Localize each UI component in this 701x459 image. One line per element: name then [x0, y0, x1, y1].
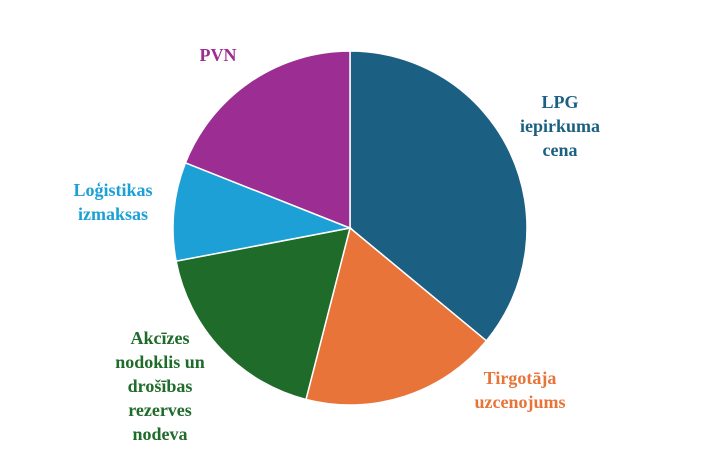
label-line: uzcenojums — [475, 392, 566, 412]
label-line: nodoklis un — [115, 352, 205, 372]
label-line: Akcīzes — [131, 328, 190, 348]
label-line: drošības — [128, 376, 193, 396]
label-line: LPG — [541, 92, 578, 112]
pie-slice — [184, 50, 351, 230]
label-line: PVN — [200, 45, 237, 65]
pie-slice — [349, 50, 528, 342]
slice-label: Loģistikas izmaksas — [73, 180, 152, 224]
label-line: Loģistikas — [73, 180, 152, 200]
slice-label: LPG iepirkuma cena — [520, 92, 600, 160]
slice-label: PVN — [200, 45, 237, 65]
pie-slice — [305, 226, 488, 406]
pie-slice — [172, 161, 353, 263]
label-line: cena — [543, 140, 578, 160]
label-line: nodeva — [132, 424, 187, 444]
label-line: rezerves — [128, 400, 192, 420]
label-line: iepirkuma — [520, 116, 600, 136]
pie-slice — [175, 227, 352, 401]
label-line: Tirgotāja — [484, 368, 557, 388]
slice-label: Akcīzes nodoklis un drošības rezerves nodeva — [115, 328, 205, 444]
label-line: izmaksas — [78, 204, 148, 224]
slice-label: Tirgotāja uzcenojums — [475, 368, 566, 412]
